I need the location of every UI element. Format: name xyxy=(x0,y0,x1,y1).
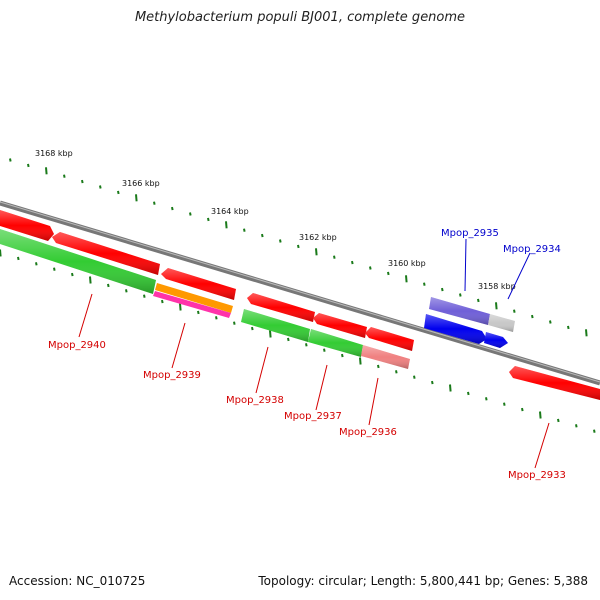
minor-tick xyxy=(423,282,426,286)
gene-feature[interactable] xyxy=(155,283,233,313)
minor-tick xyxy=(207,217,210,222)
major-tick xyxy=(495,302,498,310)
major-tick xyxy=(135,194,138,202)
label-leaders xyxy=(78,238,550,469)
scale-label-3162: 3162 kbp xyxy=(299,233,337,242)
minor-tick xyxy=(351,260,354,265)
minor-tick xyxy=(323,348,326,352)
gene-label-mpop-2938[interactable]: Mpop_2938 xyxy=(226,395,284,406)
minor-tick xyxy=(459,293,462,297)
minor-tick xyxy=(71,272,74,277)
major-tick xyxy=(45,167,48,175)
gene-label-mpop-2937[interactable]: Mpop_2937 xyxy=(284,411,342,422)
gene-label-mpop-2939[interactable]: Mpop_2939 xyxy=(143,370,201,381)
gene-label-mpop-2935[interactable]: Mpop_2935 xyxy=(441,228,499,239)
major-tick xyxy=(405,275,408,283)
minor-tick xyxy=(395,370,398,374)
minor-tick xyxy=(189,212,192,216)
minor-tick xyxy=(567,325,570,330)
minor-tick xyxy=(485,397,488,401)
minor-tick xyxy=(387,271,390,276)
minor-tick xyxy=(107,283,110,288)
scale-labels: 3168 kbp 3166 kbp 3164 kbp 3162 kbp 3160… xyxy=(35,149,516,291)
minor-tick xyxy=(153,201,156,205)
scale-label-3160: 3160 kbp xyxy=(388,259,426,268)
scale-label-3158: 3158 kbp xyxy=(478,282,516,291)
minor-tick xyxy=(53,267,56,271)
minor-tick xyxy=(441,287,444,292)
minor-tick xyxy=(297,244,300,249)
minor-tick xyxy=(503,402,506,406)
major-tick xyxy=(539,411,542,419)
inner-scale-ticks xyxy=(0,249,596,433)
scale-label-3166: 3166 kbp xyxy=(122,179,160,188)
major-tick xyxy=(225,221,228,229)
minor-tick xyxy=(9,158,12,162)
scale-label-3168: 3168 kbp xyxy=(35,149,73,158)
minor-tick xyxy=(261,233,264,238)
minor-tick xyxy=(287,337,290,342)
gene-label-mpop-2940[interactable]: Mpop_2940 xyxy=(48,340,106,351)
backbone xyxy=(0,200,600,386)
minor-tick xyxy=(171,206,174,211)
minor-tick xyxy=(575,424,578,428)
accession-text: Accession: NC_010725 xyxy=(9,574,146,588)
minor-tick xyxy=(161,299,164,304)
minor-tick xyxy=(197,310,200,315)
minor-tick xyxy=(369,266,372,270)
minor-tick xyxy=(251,326,254,331)
minor-tick xyxy=(99,185,102,189)
minor-tick xyxy=(81,179,84,184)
minor-tick xyxy=(305,343,308,347)
minor-tick xyxy=(549,320,552,324)
minor-tick xyxy=(593,429,596,433)
minor-tick xyxy=(125,289,128,293)
minor-tick xyxy=(557,418,560,423)
major-tick xyxy=(179,303,182,311)
minor-tick xyxy=(333,255,336,259)
major-tick xyxy=(449,384,452,392)
major-tick xyxy=(315,248,318,256)
minor-tick xyxy=(467,391,470,396)
minor-tick xyxy=(27,163,30,168)
minor-tick xyxy=(17,256,20,261)
minor-tick xyxy=(63,174,66,178)
minor-tick xyxy=(377,364,380,369)
outer-scale-ticks xyxy=(9,158,588,337)
minor-tick xyxy=(279,239,282,243)
gene-labels: Mpop_2940 Mpop_2939 Mpop_2938 Mpop_2937 … xyxy=(48,228,566,481)
minor-tick xyxy=(341,353,344,358)
feature-track xyxy=(0,210,600,400)
minor-tick xyxy=(35,262,38,266)
scale-label-3164: 3164 kbp xyxy=(211,207,249,216)
map-title: Methylobacterium populi BJ001, complete … xyxy=(134,10,466,25)
minor-tick xyxy=(477,298,480,303)
minor-tick xyxy=(513,309,516,313)
major-tick xyxy=(585,329,588,337)
minor-tick xyxy=(431,380,434,385)
gene-label-mpop-2936[interactable]: Mpop_2936 xyxy=(339,427,397,438)
gene-feature[interactable] xyxy=(153,291,231,318)
major-tick xyxy=(359,357,362,365)
minor-tick xyxy=(531,314,534,319)
minor-tick xyxy=(215,316,218,320)
major-tick xyxy=(89,276,92,284)
minor-tick xyxy=(521,407,524,412)
minor-tick xyxy=(243,228,246,232)
topology-text: Topology: circular; Length: 5,800,441 bp… xyxy=(258,574,588,588)
minor-tick xyxy=(143,294,146,298)
gene-label-mpop-2934[interactable]: Mpop_2934 xyxy=(503,244,561,255)
major-tick xyxy=(269,330,272,338)
minor-tick xyxy=(413,375,416,379)
gene-label-mpop-2933[interactable]: Mpop_2933 xyxy=(508,470,566,481)
minor-tick xyxy=(233,321,236,325)
major-tick xyxy=(0,249,2,257)
minor-tick xyxy=(117,190,120,195)
